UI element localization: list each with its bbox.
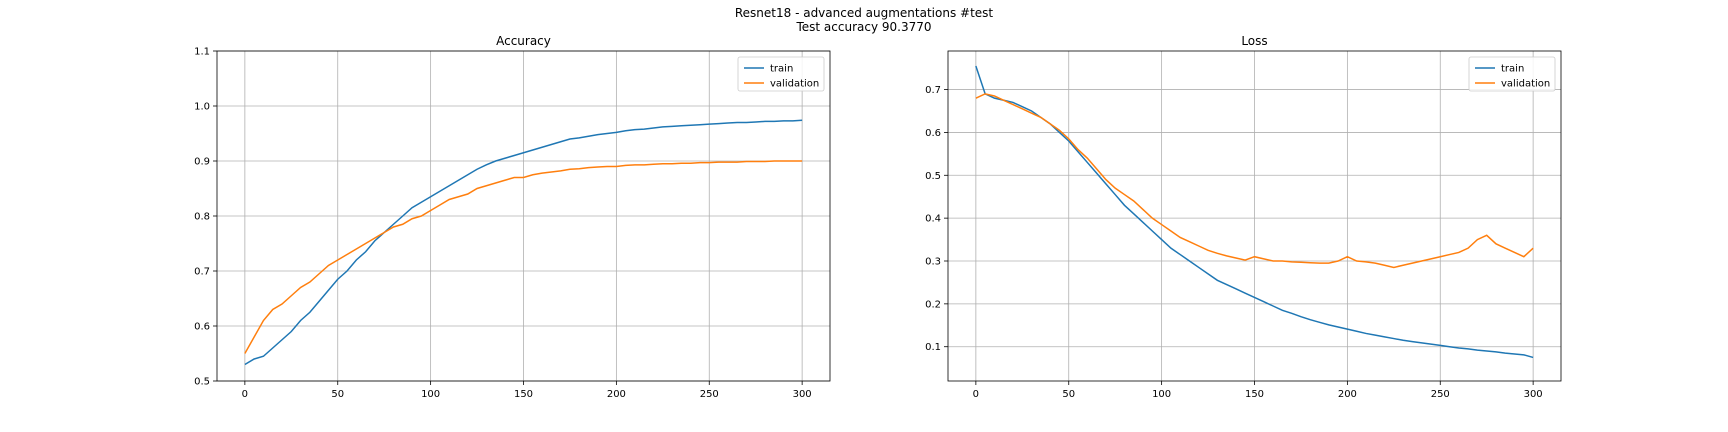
chart-accuracy: 0 50 100 150 200 250 300 0.5 0.6 0.7 0.8 0.9 1.0 1.1 A… — [194, 34, 831, 400]
chart-loss: 0 50 100 150 200 250 300 0.1 0.2 0.3 0.4 0.5 0.6 0.7 L… — [925, 34, 1562, 400]
y-tick-label: 0.1 — [925, 342, 941, 353]
legend-label-validation: validation — [770, 79, 819, 90]
series-line-validation — [244, 160, 803, 354]
legend-label-train: train — [770, 64, 793, 75]
x-tick-label: 50 — [1062, 389, 1075, 400]
y-tick-label: 0.6 — [194, 322, 210, 333]
x-tick-label: 300 — [793, 389, 812, 400]
x-tick-label: 200 — [1338, 389, 1357, 400]
chart-title: Loss — [1241, 34, 1267, 48]
x-tick-label: 0 — [973, 389, 979, 400]
y-tick-label: 0.3 — [925, 257, 941, 268]
x-tick-label: 250 — [700, 389, 719, 400]
legend-label-validation: validation — [1501, 79, 1550, 90]
y-tick-label: 1.0 — [194, 102, 210, 113]
y-tick-label: 1.1 — [194, 47, 210, 58]
x-tick-label: 100 — [1152, 389, 1171, 400]
y-tick-label: 0.6 — [925, 128, 941, 139]
legend-label-train: train — [1501, 64, 1524, 75]
x-tick-label: 0 — [242, 389, 248, 400]
y-tick-label: 0.5 — [194, 377, 210, 388]
series-line-validation — [975, 93, 1534, 269]
y-tick-label: 0.2 — [925, 299, 941, 310]
legend: train validation — [1468, 56, 1556, 92]
y-tick-label: 0.5 — [925, 171, 941, 182]
y-tick-label: 0.7 — [194, 267, 210, 278]
series-line-train — [244, 119, 803, 366]
figure-title-line1: Resnet18 - advanced augmentations #test — [734, 6, 994, 20]
series-line-train — [975, 65, 1534, 359]
x-tick-label: 150 — [1245, 389, 1264, 400]
x-tick-label: 200 — [607, 389, 626, 400]
x-tick-label: 300 — [1524, 389, 1543, 400]
figure-title-line2: Test accuracy 90.3770 — [796, 20, 932, 34]
y-tick-label: 0.4 — [925, 214, 941, 225]
x-tick-label: 250 — [1431, 389, 1450, 400]
chart-title: Accuracy — [496, 34, 551, 48]
y-tick-label: 0.9 — [194, 157, 210, 168]
x-tick-label: 150 — [514, 389, 533, 400]
y-tick-label: 0.8 — [194, 212, 210, 223]
x-tick-label: 50 — [331, 389, 344, 400]
y-tick-label: 0.7 — [925, 85, 941, 96]
x-tick-label: 100 — [421, 389, 440, 400]
legend: train validation — [737, 56, 825, 92]
